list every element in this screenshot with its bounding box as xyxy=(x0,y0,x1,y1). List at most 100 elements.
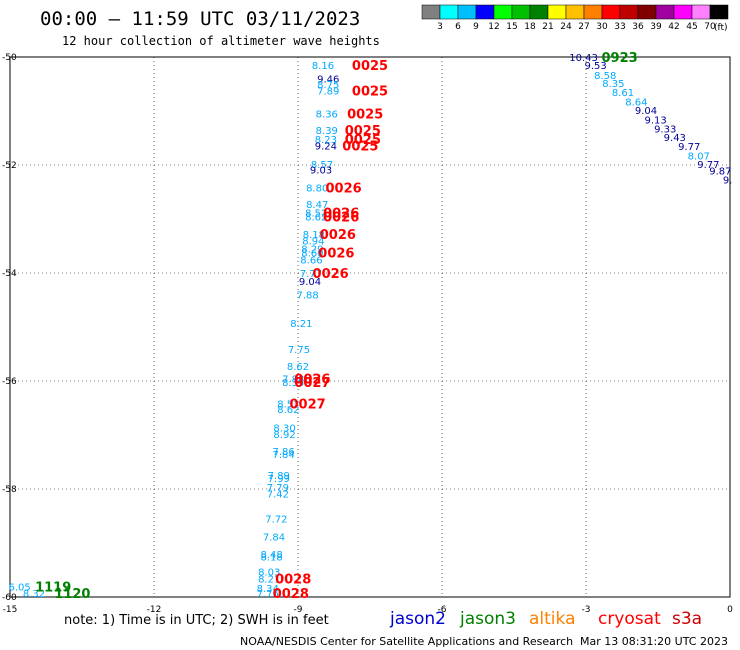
wave-height-label: 8.75 xyxy=(317,80,339,91)
wave-height-label: 8.52 xyxy=(277,400,299,411)
wave-height-label: 8.66 xyxy=(300,256,322,267)
pass-time-label: 0025 xyxy=(345,133,381,148)
colorbar-tick-label: 42 xyxy=(668,22,679,32)
pass-time-label: 0923 xyxy=(602,51,638,66)
wave-height-label: 8.60 xyxy=(301,248,323,259)
pass-time-label: 0025 xyxy=(352,59,388,74)
satellite-legend: jason2 jason3 altika cryosat s3a xyxy=(389,609,702,629)
wave-height-label: 8.39 xyxy=(316,126,338,137)
pass-time-label: 0026 xyxy=(326,182,362,197)
wave-height-label: 7.89 xyxy=(317,86,339,97)
pass-time-label: 0026 xyxy=(323,207,359,222)
y-tick-label: -56 xyxy=(2,377,17,387)
footnote: note: 1) Time is in UTC; 2) SWH is in fe… xyxy=(64,613,329,628)
colorbar-swatch xyxy=(421,4,441,20)
x-tick-label: 0 xyxy=(727,605,733,615)
wave-height-label: 8.47 xyxy=(306,200,328,211)
wave-height-label: 7.84 xyxy=(263,533,285,544)
colorbar-tick-label: 24 xyxy=(560,22,572,32)
colorbar-tick-label: 36 xyxy=(632,22,644,32)
wave-height-label: 8.21 xyxy=(258,575,280,586)
y-tick-label: -54 xyxy=(2,269,17,279)
colorbar-swatch xyxy=(619,4,639,20)
colorbar-swatch xyxy=(637,4,657,20)
pass-time-label: 0026 xyxy=(313,267,349,282)
colorbar-swatch xyxy=(583,4,603,20)
sat-s3a: s3a xyxy=(672,609,702,629)
data-labels: 8.169.468.757.898.368.398.239.248.579.03… xyxy=(8,51,732,602)
pass-time-label: 0027 xyxy=(294,376,330,391)
pass-time-label: 0026 xyxy=(294,372,330,387)
sat-jason2: jason2 xyxy=(389,609,446,629)
wave-height-label: 8.35 xyxy=(282,378,304,389)
chart-subtitle: 12 hour collection of altimeter wave hei… xyxy=(62,34,380,48)
colorbar-tick-label: 45 xyxy=(686,22,697,32)
wave-height-label: 9.04 xyxy=(635,106,657,117)
pass-time-label: 0025 xyxy=(345,124,381,139)
wave-height-label: 8.16 xyxy=(312,61,334,72)
x-tick-label: -15 xyxy=(3,605,18,615)
colorbar-swatch xyxy=(457,4,477,20)
wave-height-label: 8.62 xyxy=(287,362,309,373)
wave-height-label: 8.36 xyxy=(316,110,338,121)
wave-height-label: 7.89 xyxy=(268,471,290,482)
colorbar-swatch xyxy=(493,4,513,20)
wave-height-label: 7.99 xyxy=(268,474,290,485)
pass-time-label: 1120 xyxy=(54,587,90,602)
colorbar-swatch xyxy=(709,4,729,20)
colorbar-legend: 3 6 9 12 15 18 21 24 27 30 33 36 39 42 45 70 xyxy=(421,4,729,32)
y-tick-label: -50 xyxy=(2,53,17,63)
wave-height-label: 7.75 xyxy=(288,345,310,356)
x-tick-label: -12 xyxy=(147,605,162,615)
colorbar-swatch xyxy=(691,4,711,20)
wave-height-label: 10.43 xyxy=(569,53,598,64)
wave-height-label: 8.03 xyxy=(258,568,280,579)
pass-time-label: 0027 xyxy=(290,398,326,413)
wave-height-label: 9.53 xyxy=(584,61,606,72)
colorbar-swatch xyxy=(655,4,675,20)
colorbar-tick-label: 18 xyxy=(524,22,536,32)
y-tick-label: -52 xyxy=(2,161,17,171)
wave-height-label: 8.58 xyxy=(594,71,616,82)
y-tick-label: -58 xyxy=(2,485,17,495)
wave-height-label: 8.34 xyxy=(257,584,279,595)
wave-height-label: 7.42 xyxy=(267,489,289,500)
credit: NOAA/NESDIS Center for Satellite Applica… xyxy=(240,635,573,648)
wave-height-label: 7.88 xyxy=(296,291,318,302)
colorbar-tick-label: 39 xyxy=(650,22,662,32)
wave-height-label: 9.24 xyxy=(315,142,337,153)
wave-height-label: 8.29 xyxy=(301,245,323,256)
sat-altika: altika xyxy=(529,609,576,629)
colorbar-swatch xyxy=(439,4,459,20)
colorbar-tick-label: 15 xyxy=(506,22,517,32)
wave-height-label: 8.80 xyxy=(306,184,328,195)
pass-time-label: 0025 xyxy=(352,84,388,99)
axis-ticks: -15 -12 -9 -6 -3 0 -50 -52 -54 -56 -58 -60 xyxy=(2,53,733,615)
pass-time-label: 0028 xyxy=(275,573,311,588)
x-tick-label: -6 xyxy=(438,605,447,615)
wave-height-label: 9.77 xyxy=(697,160,719,171)
colorbar-unit: (ft) xyxy=(714,23,728,33)
timestamp: Mar 13 08:31:20 UTC 2023 xyxy=(580,635,728,648)
pass-time-label: 0026 xyxy=(323,210,359,225)
colorbar-tick-label: 30 xyxy=(596,22,608,32)
chart-title: 00:00 – 11:59 UTC 03/11/2023 xyxy=(40,8,360,30)
wave-height-label: 9.77 xyxy=(678,142,700,153)
wave-height-label: 9.33 xyxy=(654,124,676,135)
wave-height-label: 8.48 xyxy=(260,550,282,561)
wave-height-label: 9.13 xyxy=(644,116,666,127)
sat-cryosat: cryosat xyxy=(598,609,661,629)
wave-height-label: 8.94 xyxy=(302,237,324,248)
wave-height-label: 7.84 xyxy=(272,450,294,461)
wave-height-label: 9.04 xyxy=(299,277,321,288)
wave-height-label: 7.88 xyxy=(282,374,304,385)
colorbar-tick-label: 70 xyxy=(704,22,716,32)
colorbar-swatch xyxy=(511,4,531,20)
colorbar-tick-label: 27 xyxy=(578,22,589,32)
colorbar-swatch xyxy=(547,4,567,20)
wave-height-label: 7.86 xyxy=(272,447,294,458)
wave-height-label: 8.57 xyxy=(311,160,333,171)
wave-height-label: 9. xyxy=(723,176,733,187)
pass-time-label: 0025 xyxy=(342,140,378,155)
wave-height-label: 6.05 xyxy=(8,583,30,594)
